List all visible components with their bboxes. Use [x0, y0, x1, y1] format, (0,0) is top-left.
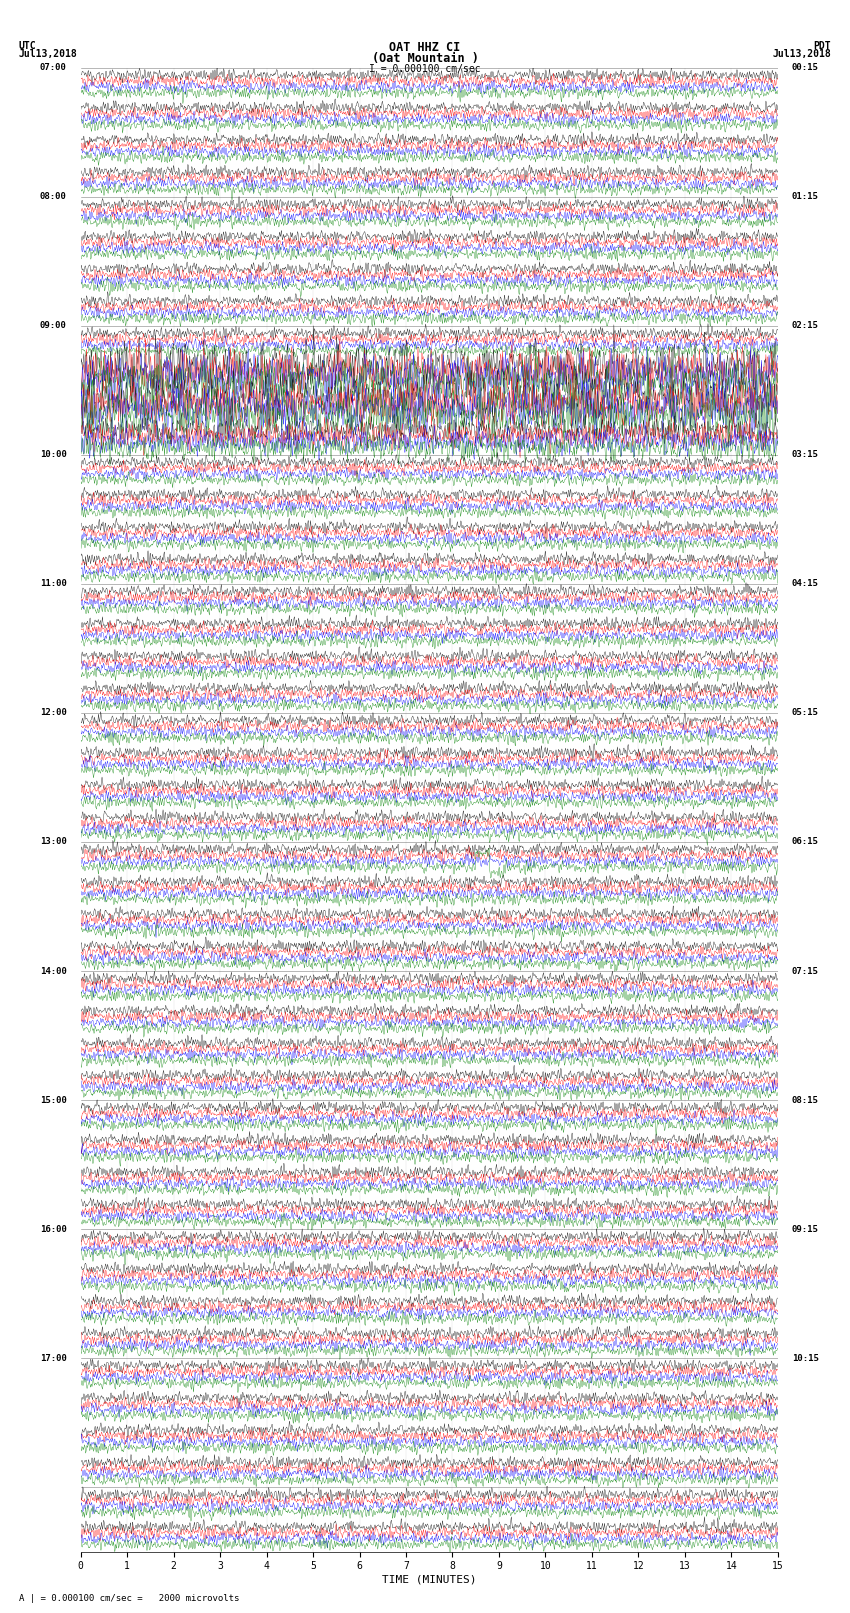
- Text: Jul13,2018: Jul13,2018: [773, 48, 831, 58]
- Text: 04:15: 04:15: [791, 579, 819, 589]
- Text: 17:00: 17:00: [40, 1353, 67, 1363]
- Text: 01:15: 01:15: [791, 192, 819, 202]
- Text: I = 0.000100 cm/sec: I = 0.000100 cm/sec: [369, 65, 481, 74]
- Text: 09:00: 09:00: [40, 321, 67, 331]
- Text: OAT HHZ CI: OAT HHZ CI: [389, 40, 461, 53]
- Text: UTC: UTC: [19, 40, 37, 50]
- Text: 06:15: 06:15: [791, 837, 819, 847]
- Text: 10:00: 10:00: [40, 450, 67, 460]
- Text: (Oat Mountain ): (Oat Mountain ): [371, 52, 479, 65]
- Text: 07:15: 07:15: [791, 966, 819, 976]
- Text: 05:15: 05:15: [791, 708, 819, 718]
- Text: 08:15: 08:15: [791, 1095, 819, 1105]
- Text: 02:15: 02:15: [791, 321, 819, 331]
- Text: 14:00: 14:00: [40, 966, 67, 976]
- Text: A | = 0.000100 cm/sec =   2000 microvolts: A | = 0.000100 cm/sec = 2000 microvolts: [19, 1594, 239, 1603]
- Text: 10:15: 10:15: [791, 1353, 819, 1363]
- Text: PDT: PDT: [813, 40, 831, 50]
- Text: Jul13,2018: Jul13,2018: [19, 48, 77, 58]
- Text: 08:00: 08:00: [40, 192, 67, 202]
- X-axis label: TIME (MINUTES): TIME (MINUTES): [382, 1574, 477, 1584]
- Text: 11:00: 11:00: [40, 579, 67, 589]
- Text: 16:00: 16:00: [40, 1224, 67, 1234]
- Text: 13:00: 13:00: [40, 837, 67, 847]
- Text: 03:15: 03:15: [791, 450, 819, 460]
- Text: 07:00: 07:00: [40, 63, 67, 73]
- Text: 09:15: 09:15: [791, 1224, 819, 1234]
- Text: 00:15: 00:15: [791, 63, 819, 73]
- Text: 15:00: 15:00: [40, 1095, 67, 1105]
- Text: 12:00: 12:00: [40, 708, 67, 718]
